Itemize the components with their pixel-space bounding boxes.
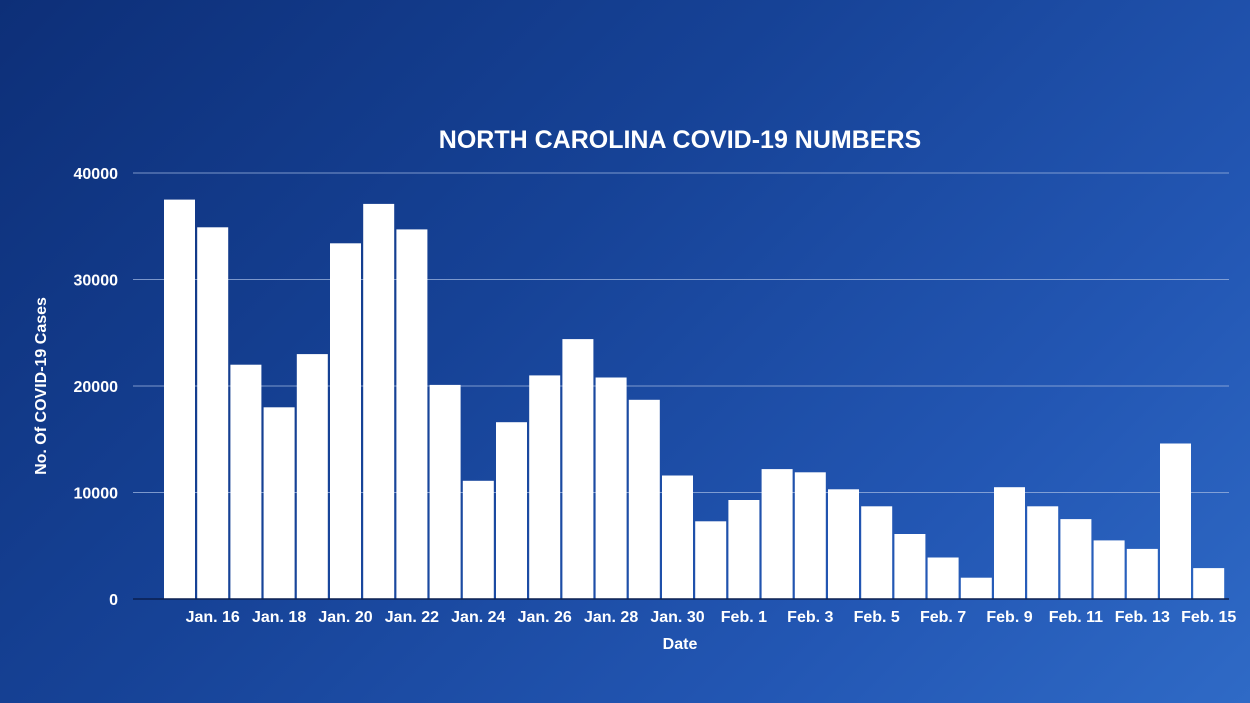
x-tick-label: Feb. 5 xyxy=(854,609,900,626)
x-tick-label: Feb. 9 xyxy=(986,609,1032,626)
bar xyxy=(296,354,328,599)
y-tick-label: 0 xyxy=(109,592,118,609)
x-tick-label: Jan. 24 xyxy=(451,609,505,626)
bar xyxy=(1160,443,1191,599)
x-tick-label: Jan. 22 xyxy=(385,609,439,626)
x-axis-label: Date xyxy=(663,636,698,653)
bar xyxy=(960,577,992,599)
bar xyxy=(363,203,395,599)
bar xyxy=(462,480,494,599)
x-tick-label: Feb. 15 xyxy=(1181,609,1236,626)
x-tick-label: Jan. 16 xyxy=(186,609,240,626)
x-tick-label: Feb. 3 xyxy=(787,609,833,626)
y-axis-ticks: 0 10000 20000 30000 40000 xyxy=(74,166,119,609)
chart-title: NORTH CAROLINA COVID-19 NUMBERS xyxy=(439,126,921,154)
y-tick-label: 30000 xyxy=(74,273,119,290)
bar xyxy=(197,227,229,600)
bar xyxy=(396,229,428,599)
bar xyxy=(595,377,627,599)
x-tick-label: Jan. 30 xyxy=(650,609,704,626)
bar xyxy=(695,521,727,599)
bar xyxy=(728,500,760,599)
bar xyxy=(1193,568,1225,599)
bar xyxy=(994,487,1025,599)
bar xyxy=(628,399,660,599)
y-tick-label: 20000 xyxy=(74,379,119,396)
bar xyxy=(794,472,826,599)
x-tick-label: Jan. 26 xyxy=(518,609,572,626)
y-tick-label: 40000 xyxy=(74,166,119,183)
bar xyxy=(496,422,527,599)
bar xyxy=(1126,548,1158,599)
bars xyxy=(164,199,1225,600)
bar xyxy=(1093,540,1125,599)
x-tick-label: Feb. 1 xyxy=(721,609,767,626)
y-tick-label: 10000 xyxy=(74,486,119,503)
y-axis-label: No. Of COVID-19 Cases xyxy=(33,297,50,475)
bar xyxy=(562,339,594,599)
bar xyxy=(164,199,195,599)
bar xyxy=(861,506,893,599)
x-tick-label: Feb. 11 xyxy=(1049,609,1103,626)
bar xyxy=(263,407,295,599)
x-tick-label: Feb. 7 xyxy=(920,609,966,626)
bar xyxy=(662,475,693,599)
bar xyxy=(1027,506,1059,599)
bar xyxy=(761,469,793,599)
x-tick-label: Jan. 18 xyxy=(252,609,306,626)
bar xyxy=(1060,519,1092,599)
bar xyxy=(828,489,859,599)
bar xyxy=(927,557,959,599)
x-axis-ticks: Jan. 16 Jan. 18 Jan. 20 Jan. 22 Jan. 24 Jan. … xyxy=(186,609,1237,626)
x-tick-label: Feb. 13 xyxy=(1115,609,1170,626)
bar xyxy=(529,375,561,599)
bar xyxy=(330,243,361,600)
x-tick-label: Jan. 28 xyxy=(584,609,638,626)
x-tick-label: Jan. 20 xyxy=(318,609,372,626)
bar xyxy=(894,534,926,599)
bar xyxy=(230,364,262,599)
bar xyxy=(429,384,461,599)
